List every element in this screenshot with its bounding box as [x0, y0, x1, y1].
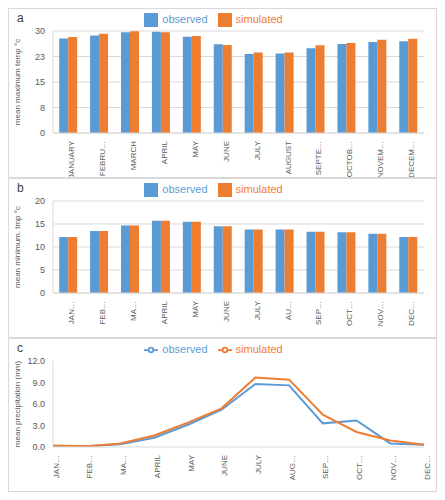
svg-text:JULY: JULY [254, 454, 263, 474]
svg-text:9.0: 9.0 [32, 378, 45, 388]
svg-text:12.0: 12.0 [27, 356, 45, 366]
html-text:observed: observed [162, 183, 208, 195]
svg-text:OCTOB…: OCTOB… [345, 141, 354, 177]
svg-text:3.0: 3.0 [32, 421, 45, 431]
svg-text:8: 8 [40, 103, 45, 113]
svg-text:30: 30 [35, 26, 45, 36]
html-text:simulated: simulated [235, 343, 283, 355]
svg-text:FEBRU…: FEBRU… [98, 141, 107, 176]
svg-text:FEB…: FEB… [98, 301, 107, 325]
svg-text:MAY: MAY [191, 300, 200, 317]
svg-text:mean maximum temp °c: mean maximum temp °c [13, 39, 22, 125]
svg-text:APRIL: APRIL [153, 454, 162, 478]
svg-text:JUNE: JUNE [222, 301, 231, 322]
svg-text:DEC…: DEC… [407, 301, 416, 326]
html-text:simulated: simulated [235, 183, 283, 195]
svg-text:AU…: AU… [284, 301, 293, 320]
html-text:simulated: simulated [235, 13, 283, 25]
svg-text:JAN…: JAN… [52, 455, 61, 478]
svg-text:JULY: JULY [253, 140, 262, 160]
svg-text:MA…: MA… [119, 455, 128, 475]
svg-text:10: 10 [35, 242, 45, 252]
svg-text:JULY: JULY [253, 300, 262, 320]
svg-text:0: 0 [40, 128, 45, 138]
svg-text:MAY: MAY [187, 454, 196, 471]
svg-text:NOV…: NOV… [376, 301, 385, 326]
svg-text:15: 15 [35, 219, 45, 229]
svg-text:NOVEM…: NOVEM… [376, 141, 385, 177]
svg-text:15: 15 [35, 77, 45, 87]
svg-text:AUGUST: AUGUST [284, 141, 293, 174]
svg-text:SEP…: SEP… [314, 301, 323, 325]
svg-text:0.0: 0.0 [32, 442, 45, 452]
svg-text:JUNE: JUNE [220, 455, 229, 476]
html-text:observed: observed [162, 343, 208, 355]
svg-text:OCT…: OCT… [345, 301, 354, 326]
svg-text:23: 23 [35, 52, 45, 62]
svg-text:MAY: MAY [191, 140, 200, 157]
svg-text:JANUARY: JANUARY [67, 140, 76, 177]
svg-text:MA…: MA… [129, 301, 138, 321]
svg-text:SEP…: SEP… [321, 455, 330, 479]
svg-text:SEPTE…: SEPTE… [314, 141, 323, 175]
html-text:a: a [17, 11, 24, 25]
svg-text:mean minimum. tmp °c: mean minimum. tmp °c [13, 206, 22, 288]
svg-text:JAN…: JAN… [67, 301, 76, 324]
html-text:c: c [17, 341, 23, 355]
svg-text:6.0: 6.0 [32, 399, 45, 409]
svg-text:APRIL: APRIL [160, 300, 169, 324]
svg-text:DEC…: DEC… [423, 455, 432, 480]
svg-text:JUNE: JUNE [222, 141, 231, 162]
svg-text:5: 5 [40, 265, 45, 275]
html-text:observed: observed [162, 13, 208, 25]
svg-text:MARCH: MARCH [129, 141, 138, 171]
svg-text:DECEM…: DECEM… [407, 141, 416, 177]
svg-text:NOV…: NOV… [389, 455, 398, 480]
svg-text:AUG…: AUG… [288, 455, 297, 480]
svg-text:OCT…: OCT… [355, 455, 364, 480]
svg-text:FEB…: FEB… [85, 455, 94, 479]
svg-text:0: 0 [40, 288, 45, 298]
svg-text:APRIL: APRIL [160, 140, 169, 164]
svg-text:20: 20 [35, 196, 45, 206]
html-text:b: b [17, 181, 24, 195]
svg-text:mean precipitation (mm): mean precipitation (mm) [13, 361, 22, 448]
